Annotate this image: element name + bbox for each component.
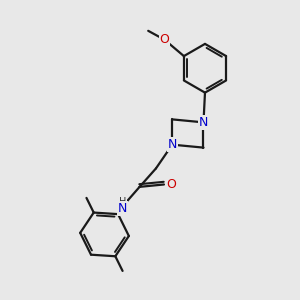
Text: O: O	[167, 178, 176, 191]
Text: H: H	[119, 197, 126, 207]
Text: N: N	[199, 116, 208, 129]
Text: O: O	[160, 33, 170, 46]
Text: N: N	[118, 202, 127, 215]
Text: N: N	[168, 138, 177, 151]
